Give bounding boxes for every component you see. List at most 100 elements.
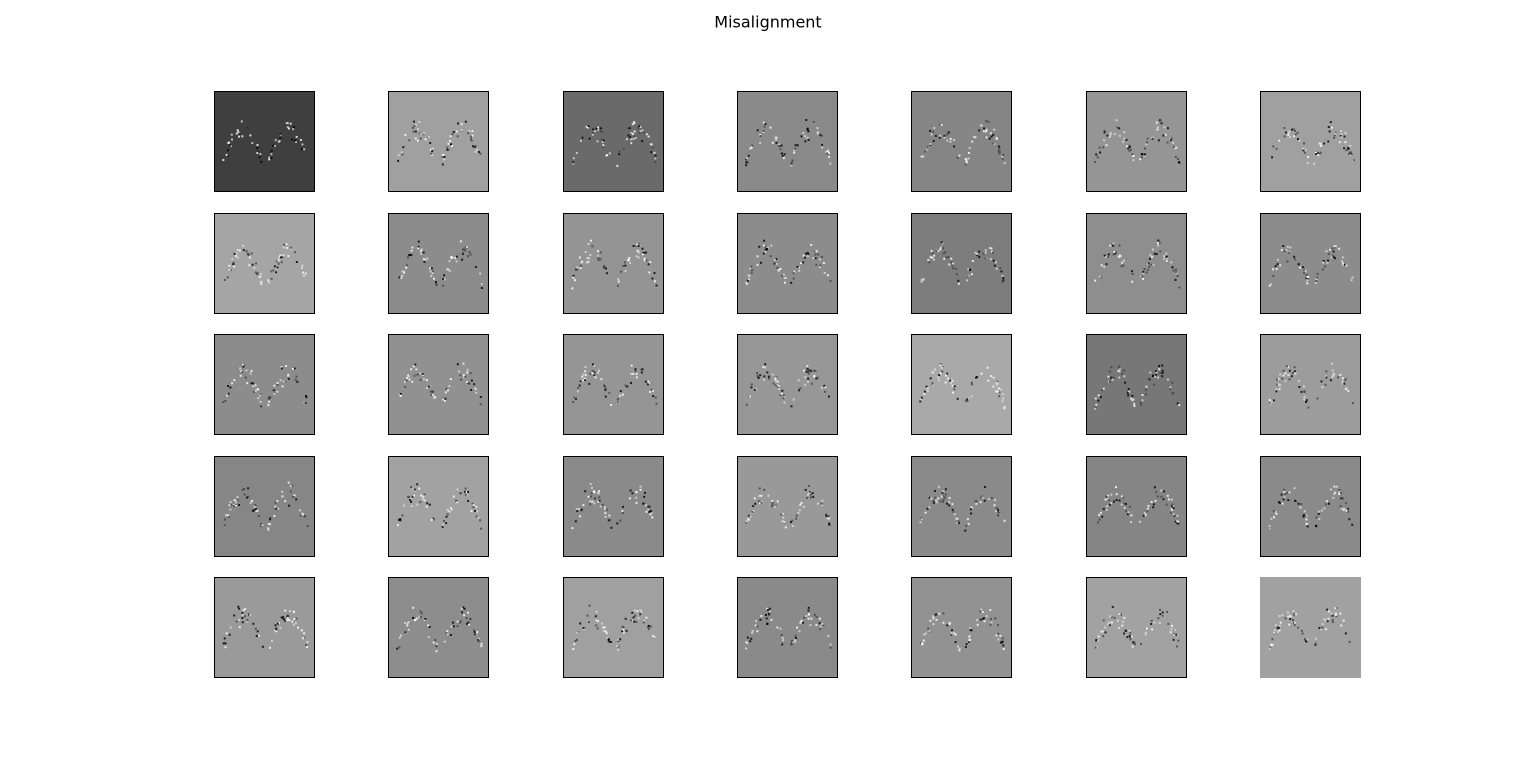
- speckle: [1272, 268, 1274, 271]
- speckle: [1170, 498, 1173, 501]
- speckle: [1285, 131, 1287, 134]
- panel-frame: [388, 577, 489, 678]
- speckle: [805, 252, 807, 255]
- speckle: [236, 499, 239, 502]
- speckle: [431, 153, 434, 156]
- speckle: [933, 258, 935, 261]
- speckle: [1169, 386, 1172, 389]
- speckle: [1001, 640, 1004, 643]
- speckle: [474, 265, 477, 268]
- speckle: [750, 383, 753, 386]
- speckle: [1344, 379, 1347, 382]
- speckle: [759, 502, 761, 505]
- speckle: [1274, 265, 1277, 268]
- speckle: [1109, 380, 1111, 383]
- speckle: [947, 256, 950, 259]
- speckle: [418, 615, 421, 618]
- speckle: [302, 271, 305, 274]
- speckle: [806, 127, 809, 130]
- speckle: [635, 372, 638, 375]
- speckle: [406, 624, 409, 627]
- speckle: [790, 521, 792, 523]
- panel-frame: [911, 91, 1012, 192]
- speckle: [794, 640, 797, 643]
- speckle: [279, 137, 282, 140]
- speckle: [630, 138, 633, 141]
- image-panel: [214, 577, 315, 678]
- speckle: [428, 385, 431, 388]
- speckle: [756, 129, 759, 132]
- speckle: [468, 251, 471, 254]
- speckle: [974, 500, 977, 503]
- speckle: [417, 245, 420, 248]
- speckle: [584, 379, 586, 382]
- speckle: [943, 135, 946, 137]
- speckle: [586, 614, 589, 617]
- speckle: [648, 624, 650, 627]
- speckle: [952, 262, 954, 265]
- speckle: [423, 493, 426, 496]
- speckle: [1289, 615, 1292, 618]
- speckle: [1331, 621, 1334, 624]
- speckle: [942, 498, 945, 501]
- speckle: [1304, 638, 1306, 641]
- speckle: [1003, 519, 1006, 522]
- speckle: [1338, 489, 1341, 491]
- speckle: [990, 247, 993, 250]
- speckle: [1103, 130, 1106, 133]
- speckle: [1171, 392, 1174, 395]
- speckle: [469, 135, 472, 138]
- speckle: [799, 503, 802, 506]
- speckle: [588, 137, 591, 140]
- speckle: [992, 259, 995, 262]
- speckle: [420, 615, 422, 618]
- speckle: [229, 501, 232, 504]
- speckle: [939, 134, 942, 137]
- speckle: [1102, 619, 1105, 622]
- speckle: [995, 390, 998, 393]
- speckle: [806, 380, 809, 383]
- speckle: [638, 242, 641, 245]
- speckle: [1318, 627, 1321, 630]
- speckle: [1149, 253, 1152, 256]
- speckle: [1333, 493, 1336, 495]
- panel-frame: [563, 213, 664, 314]
- speckle: [605, 272, 608, 275]
- speckle: [575, 508, 578, 511]
- speckle: [821, 504, 823, 507]
- speckle: [287, 615, 290, 618]
- speckle: [267, 529, 270, 531]
- speckle: [815, 616, 818, 618]
- speckle: [952, 391, 954, 394]
- speckle: [591, 501, 594, 503]
- speckle: [755, 619, 757, 622]
- speckle: [803, 616, 806, 619]
- speckle: [825, 515, 828, 518]
- image-panel: [1086, 213, 1187, 314]
- speckle: [572, 274, 575, 277]
- speckle: [641, 247, 644, 250]
- speckle: [1293, 370, 1296, 373]
- speckle: [268, 156, 271, 159]
- speckle: [771, 503, 774, 506]
- speckle: [806, 493, 809, 496]
- speckle: [1283, 496, 1286, 499]
- speckle: [593, 371, 596, 374]
- speckle: [1121, 372, 1124, 375]
- speckle: [413, 120, 415, 123]
- speckle: [644, 380, 647, 383]
- speckle: [1003, 162, 1006, 165]
- speckle: [1294, 499, 1296, 502]
- speckle: [810, 617, 813, 620]
- speckle: [301, 637, 304, 640]
- speckle: [273, 515, 276, 517]
- speckle: [291, 620, 294, 623]
- speckle: [945, 256, 948, 259]
- speckle: [450, 625, 453, 628]
- speckle: [1104, 631, 1107, 634]
- speckle: [1120, 503, 1123, 506]
- speckle: [971, 383, 974, 386]
- speckle: [450, 143, 452, 146]
- speckle: [648, 505, 651, 508]
- speckle: [1158, 622, 1161, 624]
